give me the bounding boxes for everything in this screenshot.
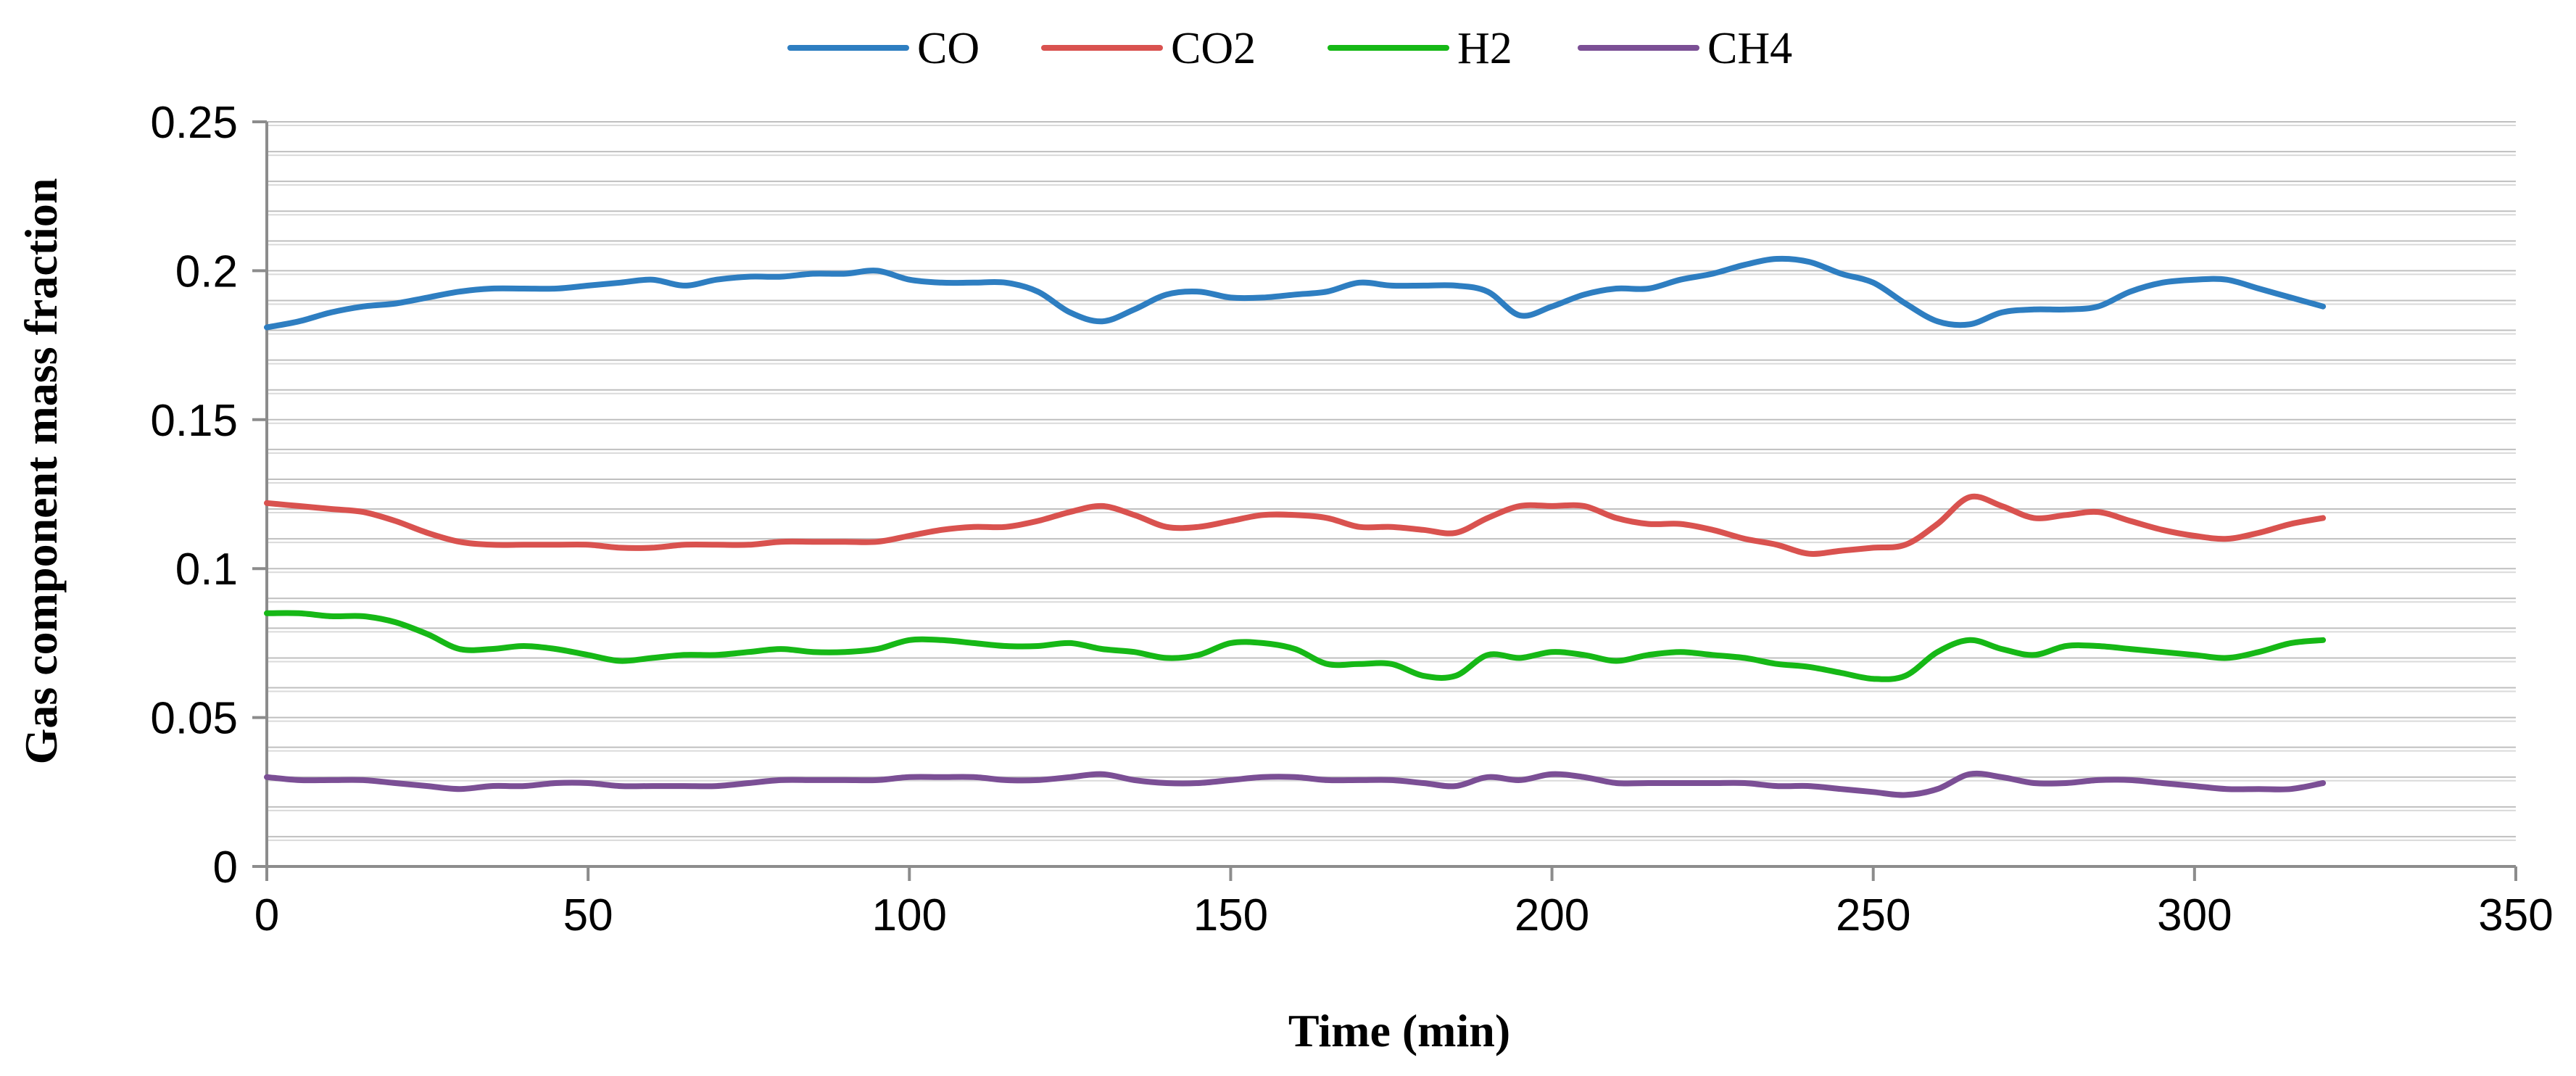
series-line-h2 xyxy=(264,610,2327,682)
x-tick-label: 100 xyxy=(872,890,947,940)
x-axis-title: Time (min) xyxy=(1288,1005,1510,1056)
legend-label: H2 xyxy=(1457,24,1512,73)
legend: CO CO2 H2 CH4 xyxy=(787,24,1792,73)
legend-label: CO xyxy=(917,24,980,73)
series-line-ch4 xyxy=(264,770,2327,798)
series-line-co xyxy=(264,255,2327,331)
x-tick-label: 150 xyxy=(1193,890,1268,940)
x-tick-label: 200 xyxy=(1515,890,1589,940)
series-line-co2 xyxy=(264,493,2327,557)
y-tick-label: 0 xyxy=(213,843,238,893)
x-tick-label: 300 xyxy=(2157,890,2232,940)
legend-item-h2: H2 xyxy=(1328,24,1512,73)
legend-item-co2: CO2 xyxy=(1041,24,1256,73)
tick-labels: 0 0.05 0.1 0.15 0.2 0.25 0 50 100 150 200 250 300 350 xyxy=(150,98,2553,940)
axes xyxy=(252,120,2517,881)
y-tick-label: 0.05 xyxy=(150,694,238,744)
series-lines xyxy=(264,255,2327,798)
y-tick-label: 0.25 xyxy=(150,98,238,148)
y-axis-title: Gas component mass fraction xyxy=(15,178,67,765)
legend-item-co: CO xyxy=(787,24,980,73)
x-tick-label: 50 xyxy=(563,890,613,940)
x-tick-label: 250 xyxy=(1836,890,1910,940)
gridlines xyxy=(267,121,2516,841)
x-tick-label: 350 xyxy=(2478,890,2553,940)
x-tick-label: 0 xyxy=(254,890,279,940)
legend-label: CH4 xyxy=(1707,24,1792,73)
y-tick-label: 0.2 xyxy=(175,247,238,297)
legend-item-ch4: CH4 xyxy=(1578,24,1792,73)
y-tick-label: 0.1 xyxy=(175,545,238,595)
legend-label: CO2 xyxy=(1171,24,1256,73)
y-tick-label: 0.15 xyxy=(150,396,238,446)
